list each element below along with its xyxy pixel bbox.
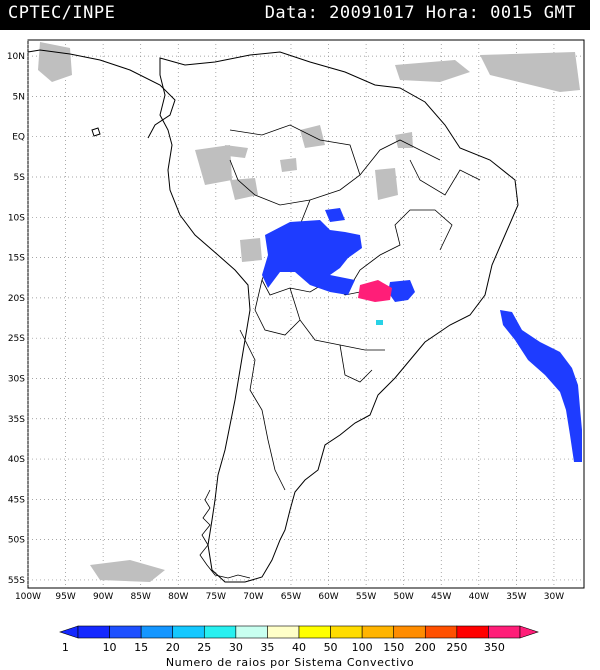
legend-label: 250	[446, 641, 467, 654]
storm-cell-blue-bolivia	[262, 220, 362, 295]
cloud-patch	[195, 145, 232, 185]
south-america-coast	[159, 51, 519, 583]
source-label: CPTEC/INPE	[8, 3, 116, 23]
storm-cells-layer	[262, 208, 582, 462]
lat-label: 5N	[13, 92, 25, 102]
lat-label: 10N	[7, 52, 25, 62]
lat-label: 15S	[8, 254, 25, 264]
lon-label: 40W	[469, 592, 489, 600]
lon-label: 80W	[168, 592, 188, 600]
cloud-patch	[38, 42, 72, 82]
lat-label: EQ	[12, 133, 25, 143]
legend-labels: 1 10 15 20 25 30 35 40 50 100 150 200 250 350	[62, 641, 505, 654]
storm-cell-blue-small	[325, 208, 345, 222]
storm-cell-magenta	[358, 280, 392, 302]
legend-arrow-right	[519, 625, 539, 639]
lon-label: 30W	[544, 592, 564, 600]
lon-label: 75W	[206, 592, 226, 600]
legend-swatch	[298, 625, 331, 639]
cloud-patch	[90, 560, 165, 582]
legend-swatch	[172, 625, 205, 639]
legend-swatch	[393, 625, 426, 639]
legend-swatches	[59, 625, 539, 639]
lon-label: 70W	[243, 592, 263, 600]
date-time-label: Data: 20091017 Hora: 0015 GMT	[264, 3, 576, 23]
longitude-labels: 100W 95W 90W 85W 80W 75W 70W 65W 60W 55W 50W 45W 40W…	[15, 592, 564, 600]
cloud-patch	[240, 238, 262, 262]
lightning-map: 10N5NEQ5S10S15S20S25S30S35S40S45S50S55S …	[7, 39, 585, 600]
cloud-patch	[225, 145, 248, 158]
legend-swatch	[109, 625, 142, 639]
legend-swatch	[267, 625, 300, 639]
cloud-patch	[395, 60, 470, 82]
title-bar: CPTEC/INPE Data: 20091017 Hora: 0015 GMT	[0, 0, 590, 30]
legend-label: 150	[383, 641, 404, 654]
lat-label: 35S	[8, 415, 25, 425]
lat-label: 50S	[8, 536, 25, 546]
legend-label: 1	[62, 641, 69, 654]
lat-label: 45S	[8, 495, 25, 505]
legend-swatch	[77, 625, 110, 639]
cloud-patch	[280, 158, 297, 172]
legend-label: 350	[484, 641, 505, 654]
lon-label: 35W	[506, 592, 526, 600]
color-legend: 1 10 15 20 25 30 35 40 50 100 150 200 250 350 Numero …	[59, 625, 539, 669]
storm-cell-blue-goias	[388, 280, 415, 302]
lon-label: 90W	[93, 592, 113, 600]
legend-label: 20	[166, 641, 180, 654]
legend-swatch	[203, 625, 237, 639]
lat-label: 5S	[14, 173, 26, 183]
map-frame	[27, 39, 585, 589]
legend-label: 50	[324, 641, 338, 654]
legend-swatch	[456, 625, 489, 639]
latitude-labels: 10N 5N EQ 5S 10S 15S 20S 25S 30S 35S 40S 45S 50S 55S	[7, 52, 25, 586]
legend-label: 200	[415, 641, 436, 654]
galapagos-islands	[91, 127, 101, 137]
coastline-layer	[27, 49, 519, 583]
lon-label: 65W	[281, 592, 301, 600]
legend-label: 25	[197, 641, 211, 654]
southern-chile-fjords	[199, 489, 251, 579]
cloud-patch	[395, 132, 413, 148]
grid-lines	[27, 40, 584, 588]
cloud-patch	[375, 168, 398, 200]
legend-caption: Numero de raios por Sistema Convectivo	[166, 656, 414, 669]
lon-label: 55W	[356, 592, 376, 600]
legend-swatch	[235, 625, 268, 639]
lon-label: 95W	[55, 592, 75, 600]
legend-swatch	[424, 625, 458, 639]
cloud-patch	[480, 52, 580, 92]
legend-label: 35	[260, 641, 274, 654]
legend-label: 100	[352, 641, 373, 654]
cloud-patch	[230, 178, 258, 200]
legend-swatch	[140, 625, 174, 639]
lat-label: 10S	[8, 213, 25, 223]
legend-label: 40	[292, 641, 306, 654]
legend-label: 15	[134, 641, 148, 654]
cloud-layer	[38, 42, 580, 582]
lat-label: 25S	[8, 334, 25, 344]
legend-label: 30	[229, 641, 243, 654]
lat-label: 40S	[8, 455, 25, 465]
storm-cell-cyan	[376, 320, 383, 325]
lat-label: 30S	[8, 374, 25, 384]
storm-cell-blue-atlantic	[500, 310, 582, 462]
legend-arrow-left	[59, 625, 79, 639]
country-borders	[229, 124, 481, 491]
lon-label: 100W	[15, 592, 41, 600]
lat-label: 55S	[8, 576, 25, 586]
legend-label: 10	[103, 641, 117, 654]
lon-label: 85W	[131, 592, 151, 600]
legend-swatch	[361, 625, 395, 639]
lon-label: 60W	[318, 592, 338, 600]
legend-swatch	[488, 625, 521, 639]
legend-swatch	[330, 625, 363, 639]
lon-label: 50W	[393, 592, 413, 600]
lat-label: 20S	[8, 294, 25, 304]
lon-label: 45W	[431, 592, 451, 600]
